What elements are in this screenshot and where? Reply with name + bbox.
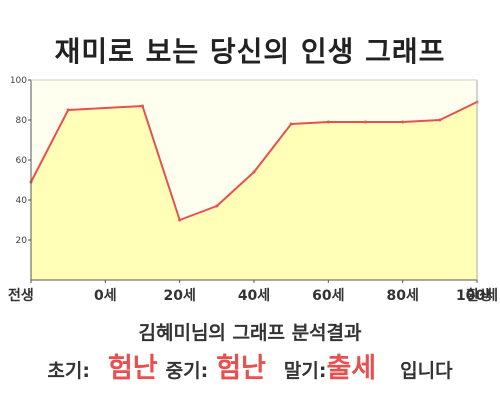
data-point <box>289 122 293 126</box>
x-tick-label: 20세 <box>163 288 195 304</box>
x-tick-label: 60세 <box>312 288 344 304</box>
y-tick-label: 100 <box>10 76 27 86</box>
x-tick-label: 40세 <box>238 288 270 304</box>
y-tick-label: 40 <box>16 196 28 206</box>
analysis-result: 초기: 험난 중기: 험난 말기: 출세 입니다 <box>0 346 500 385</box>
area-fill <box>31 102 477 280</box>
x-tick-label: 전생 <box>8 287 34 304</box>
page-title: 재미로 보는 당신의 인생 그래프 <box>54 35 446 68</box>
mid-label: 중기: <box>165 360 209 382</box>
data-point <box>141 104 144 108</box>
x-tick-label: 0세 <box>94 288 117 304</box>
x-tick-label: 80세 <box>386 288 418 304</box>
data-point <box>364 120 367 124</box>
late-label: 말기: <box>283 360 327 382</box>
late-value: 출세 <box>326 353 377 384</box>
data-point <box>66 108 70 112</box>
data-point <box>438 118 442 122</box>
x-tick-label: 환생 <box>466 287 492 304</box>
x-tick-label: 100세 <box>456 288 498 304</box>
analysis-title: 김혜미님의 그래프 분석결과 <box>138 322 362 344</box>
y-tick-label: 20 <box>16 236 28 246</box>
early-label: 초기: <box>47 360 90 382</box>
data-point <box>401 120 405 124</box>
series-line <box>30 101 478 221</box>
data-point <box>326 120 330 124</box>
mid-value: 험난 <box>216 353 266 384</box>
data-point <box>178 218 182 222</box>
y-tick-label: 80 <box>16 116 28 126</box>
early-value: 험난 <box>107 353 158 384</box>
data-point <box>215 204 219 208</box>
data-point <box>252 170 256 174</box>
ending-text: 입니다 <box>400 360 453 382</box>
y-tick-label: 60 <box>16 156 28 166</box>
